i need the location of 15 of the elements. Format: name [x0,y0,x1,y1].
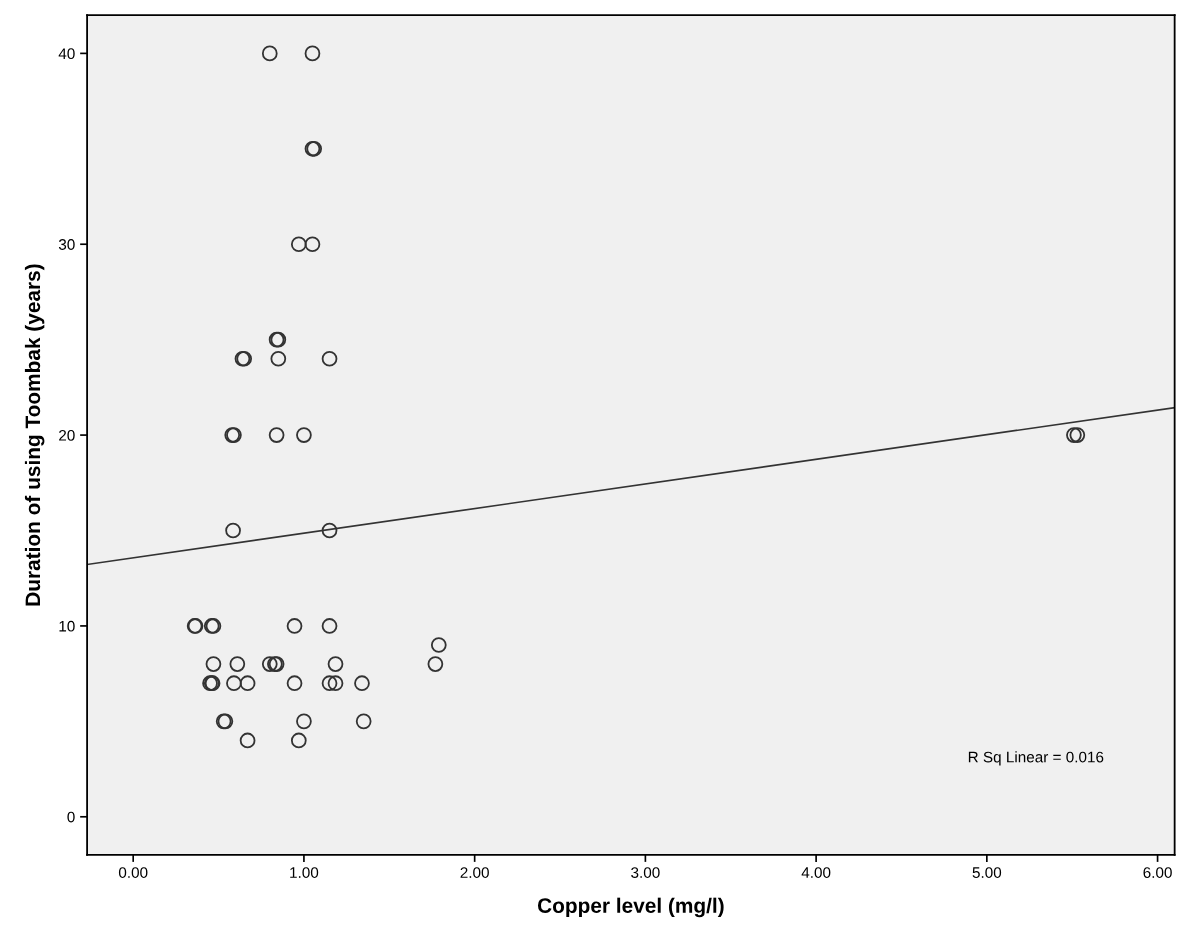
x-tick-label: 6.00 [1143,867,1172,878]
y-tick-label: 40 [58,48,75,60]
y-tick-label: 30 [58,239,75,250]
x-axis-title: Copper level (mg/l) [537,897,724,918]
x-tick-label: 0.00 [118,867,148,878]
x-tick-label: 1.00 [290,867,319,878]
x-tick-label: 3.00 [631,867,660,878]
y-tick-label: 0 [67,811,75,823]
x-tick-label: 4.00 [801,867,831,878]
y-tick-label: 10 [59,620,75,632]
x-tick-label: 5.00 [972,867,1002,878]
x-tick-label: 2.00 [460,867,489,878]
y-tick-label: 20 [59,429,75,441]
annotation: R Sq Linear = 0.016 [968,751,1104,766]
y-axis-title: Duration of using Toombak (years) [24,264,45,606]
